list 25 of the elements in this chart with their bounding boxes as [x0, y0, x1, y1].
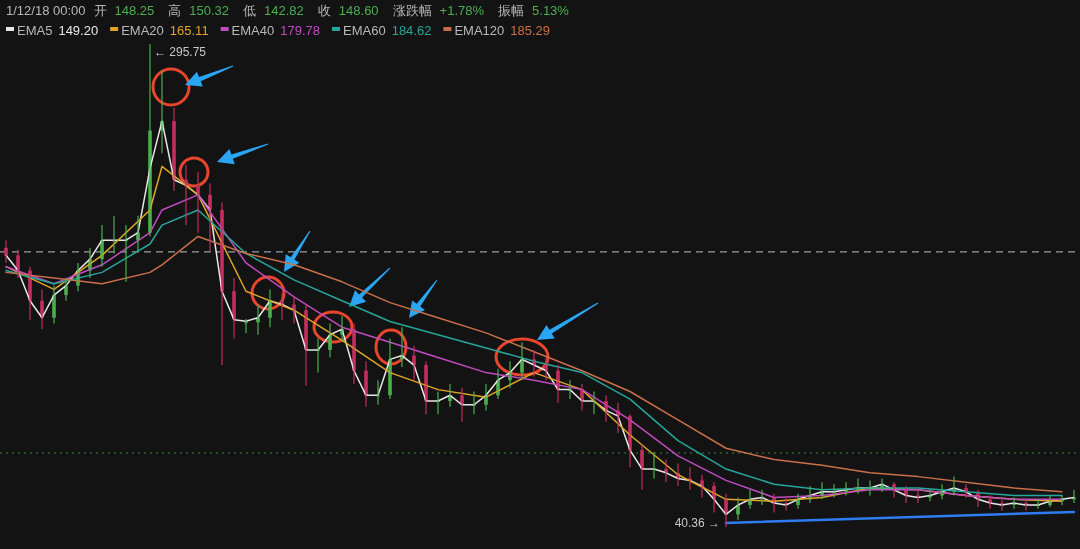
text: 185.29: [510, 23, 551, 38]
text: 涨跌幅: [392, 3, 432, 18]
text: 收: [317, 3, 331, 18]
text: 148.60: [338, 3, 379, 18]
text: 5.13%: [532, 3, 570, 18]
text: +1.78%: [439, 3, 485, 18]
legend-label: EMA40: [231, 23, 275, 38]
text: 184.62: [391, 23, 432, 38]
legend-label: EMA20: [121, 23, 164, 38]
text: 149.20: [58, 23, 99, 38]
text: 开: [93, 3, 107, 18]
text: 低: [243, 3, 257, 18]
text: 振幅: [498, 3, 525, 18]
text: 179.78: [280, 23, 321, 38]
legend-label: EMA120: [454, 23, 505, 38]
text: 1/12/18 00:00: [6, 3, 86, 18]
text: 165.11: [169, 23, 209, 38]
annotation: ← 295.75: [154, 45, 207, 59]
annotation: 40.36 →: [674, 516, 720, 530]
text: 高: [168, 3, 182, 18]
text: 150.32: [189, 3, 230, 18]
text: 142.82: [264, 3, 304, 18]
legend-label: EMA60: [343, 23, 386, 38]
text: 148.25: [114, 3, 155, 18]
legend-label: EMA5: [17, 23, 53, 38]
